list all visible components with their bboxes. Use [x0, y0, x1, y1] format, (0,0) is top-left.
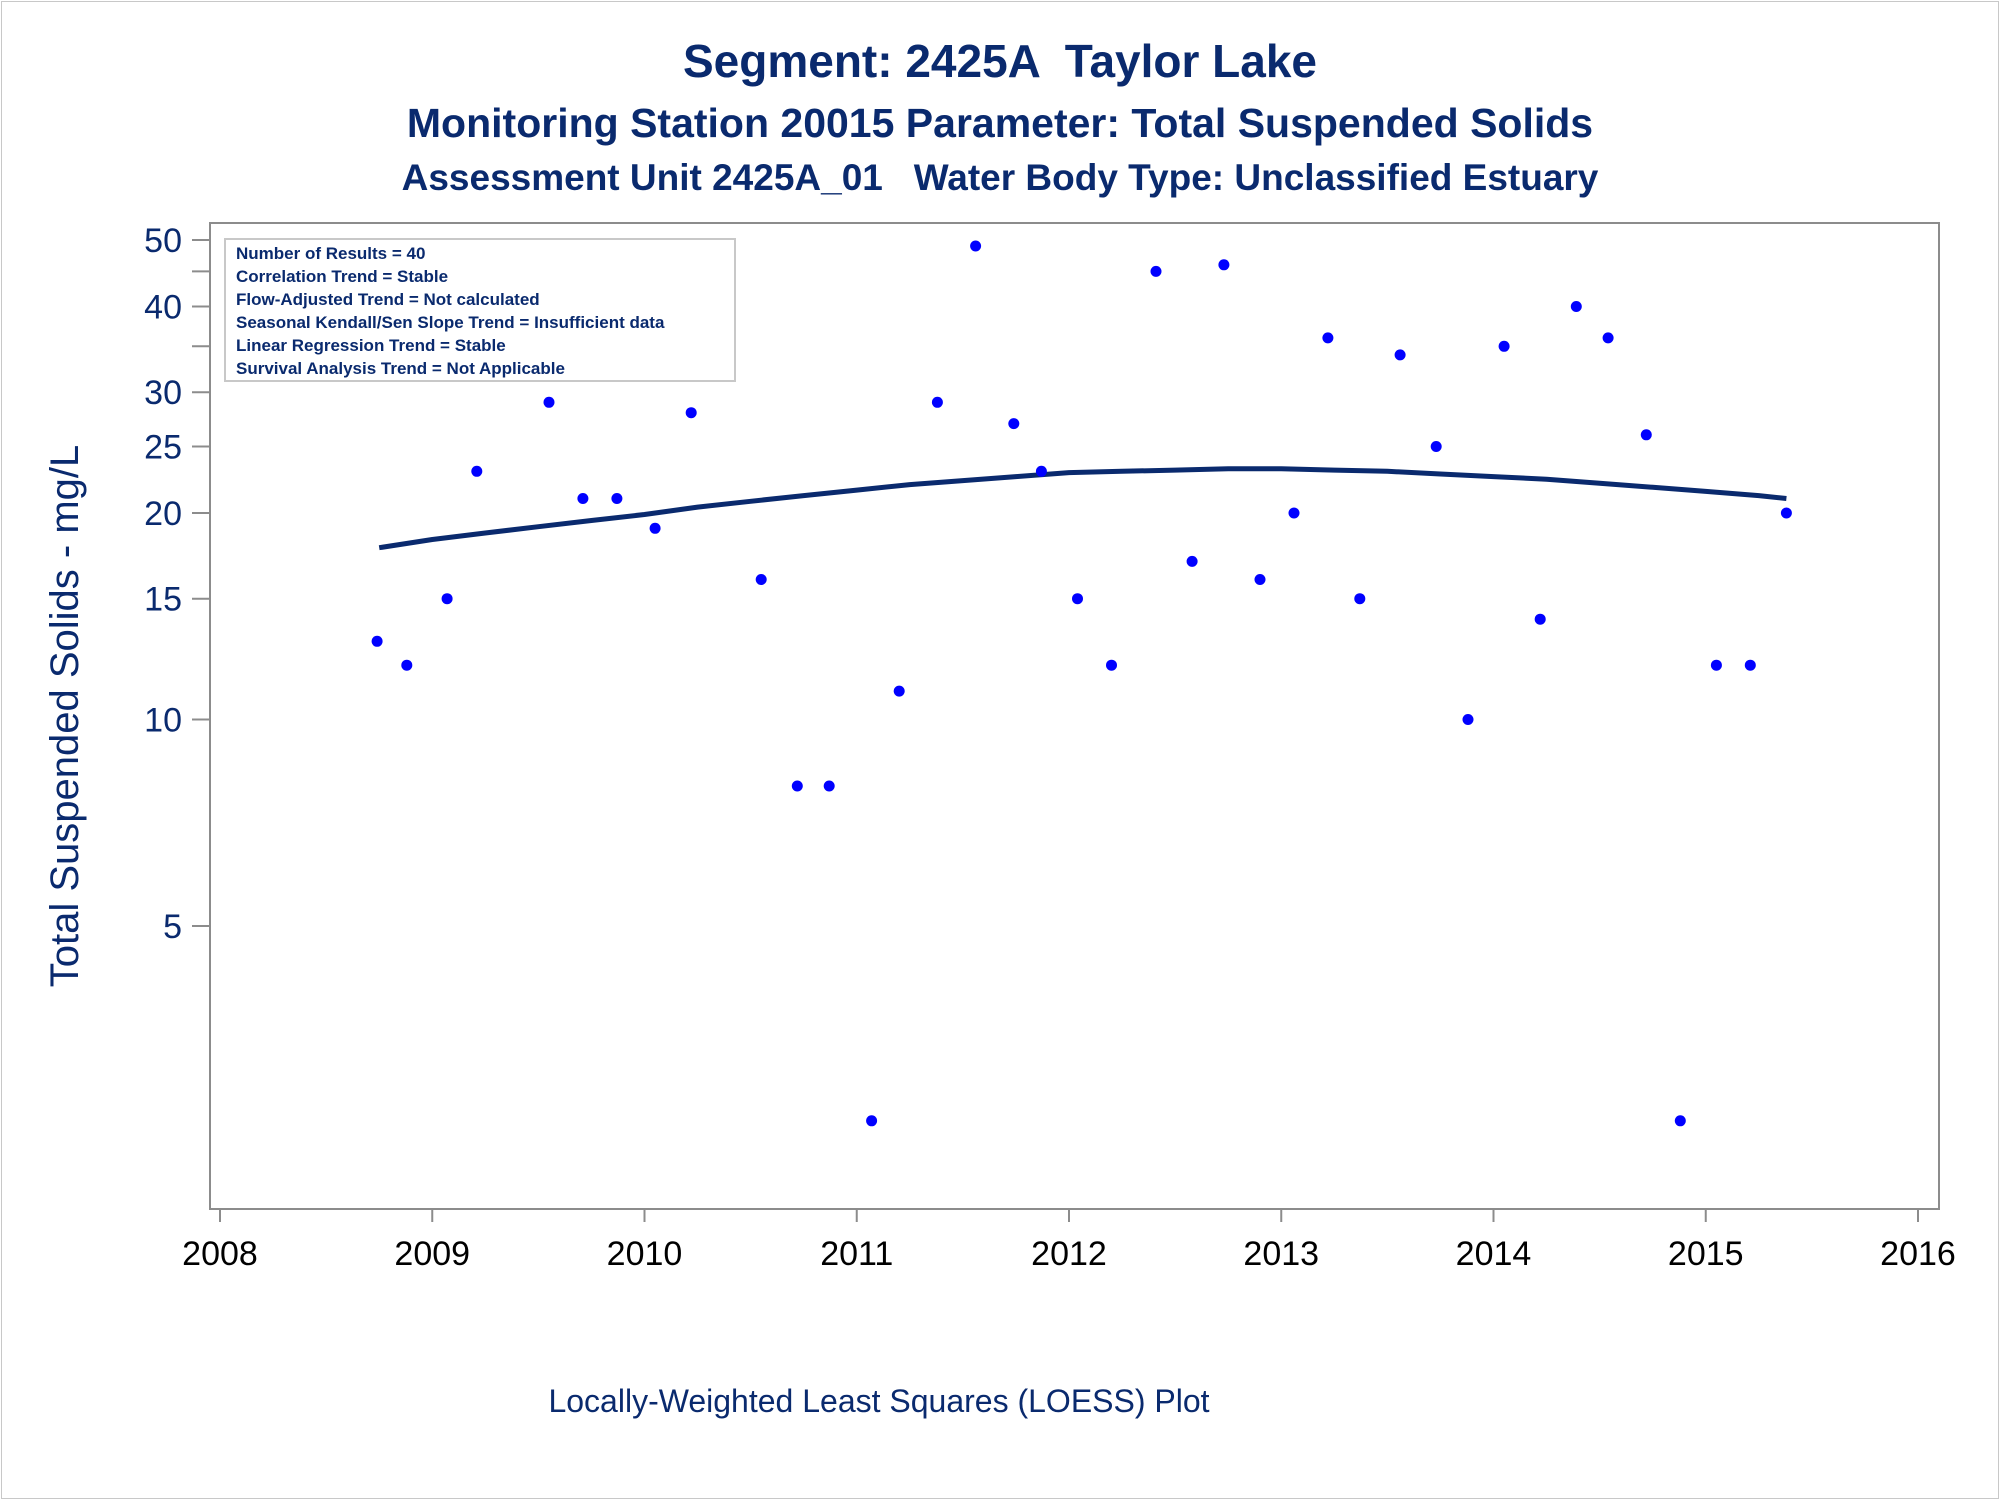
info-survival-analysis-trend: Survival Analysis Trend = Not Applicable: [236, 359, 565, 378]
y-tick-label: 15: [144, 581, 182, 619]
x-axis: 2008 2009 2010 2011 2012 2013 2014 2015 2016: [182, 1208, 1956, 1273]
y-tick-label: 10: [144, 701, 182, 739]
data-point: [649, 522, 661, 534]
data-point: [441, 593, 453, 605]
data-point: [823, 780, 835, 792]
info-linear-regression-trend: Linear Regression Trend = Stable: [236, 336, 506, 355]
y-tick-label: 5: [163, 908, 182, 946]
data-point: [1462, 714, 1474, 725]
y-tick-label: 20: [144, 495, 182, 533]
x-tick-label: 2011: [820, 1235, 893, 1273]
info-number-of-results: Number of Results = 40: [236, 244, 425, 263]
data-point: [970, 240, 982, 252]
info-seasonal-kendall-trend: Seasonal Kendall/Sen Slope Trend = Insuf…: [236, 313, 665, 332]
data-point: [1288, 507, 1300, 519]
y-axis-label: Total Suspended Solids - mg/L: [43, 445, 87, 988]
data-point: [1394, 349, 1406, 361]
data-point: [893, 685, 905, 697]
chart-subtitle-station: Monitoring Station 20015 Parameter: Tota…: [406, 100, 1594, 146]
data-point: [1498, 340, 1510, 352]
y-tick-label: 25: [144, 429, 182, 467]
data-point: [931, 396, 943, 408]
data-point: [1150, 265, 1162, 277]
x-tick-label: 2016: [1880, 1235, 1956, 1273]
plot-footnote: Locally-Weighted Least Squares (LOESS) P…: [548, 1383, 1209, 1419]
data-point: [577, 493, 589, 504]
data-point: [1602, 332, 1614, 344]
x-tick-label: 2009: [394, 1235, 470, 1273]
data-point: [1640, 429, 1652, 441]
y-tick-label: 40: [144, 288, 182, 326]
x-tick-label: 2013: [1243, 1235, 1319, 1273]
x-tick-label: 2015: [1668, 1235, 1744, 1273]
data-point: [1570, 301, 1582, 312]
data-point: [685, 407, 697, 419]
chart-subtitle-assessment: Assessment Unit 2425A_01 Water Body Type…: [401, 157, 1599, 198]
x-tick-label: 2012: [1031, 1235, 1107, 1273]
data-point: [1254, 574, 1266, 585]
loess-layer: [378, 466, 1787, 551]
y-tick-label: 50: [144, 222, 182, 260]
y-axis: 50 40 30 25 20 15 10 5: [144, 222, 210, 946]
data-point: [1710, 659, 1722, 671]
info-flow-adjusted-trend: Flow-Adjusted Trend = Not calculated: [236, 290, 540, 309]
data-point: [1534, 613, 1546, 625]
data-point: [401, 659, 413, 671]
data-point: [611, 493, 623, 504]
data-point: [1035, 465, 1047, 477]
info-correlation-trend: Correlation Trend = Stable: [236, 267, 448, 286]
data-point: [1322, 332, 1334, 344]
chart-title: Segment: 2425A Taylor Lake: [682, 35, 1318, 87]
data-point: [791, 780, 803, 792]
data-point: [1106, 659, 1117, 671]
data-point: [1186, 555, 1198, 567]
data-point: [371, 635, 383, 647]
data-point: [1780, 507, 1792, 519]
x-tick-label: 2014: [1456, 1235, 1532, 1273]
data-point: [1430, 441, 1442, 452]
data-point: [471, 465, 483, 477]
info-box-border: [224, 238, 736, 382]
y-tick-label: 30: [144, 374, 182, 412]
data-point: [755, 574, 767, 585]
data-point: [1674, 1115, 1686, 1127]
data-point: [1744, 659, 1756, 671]
plot-area-frame: [209, 222, 1940, 1210]
data-point: [1008, 418, 1020, 430]
loess-trend-line: [378, 466, 1787, 551]
x-tick-label: 2010: [607, 1235, 683, 1273]
data-point: [543, 396, 555, 408]
x-tick-label: 2008: [182, 1235, 258, 1273]
data-point: [1072, 593, 1083, 605]
info-box: Number of Results = 40 Correlation Trend…: [224, 238, 736, 382]
data-point: [866, 1115, 878, 1127]
points-layer: [371, 240, 1792, 1127]
data-point: [1354, 593, 1366, 605]
data-point: [1218, 259, 1230, 271]
